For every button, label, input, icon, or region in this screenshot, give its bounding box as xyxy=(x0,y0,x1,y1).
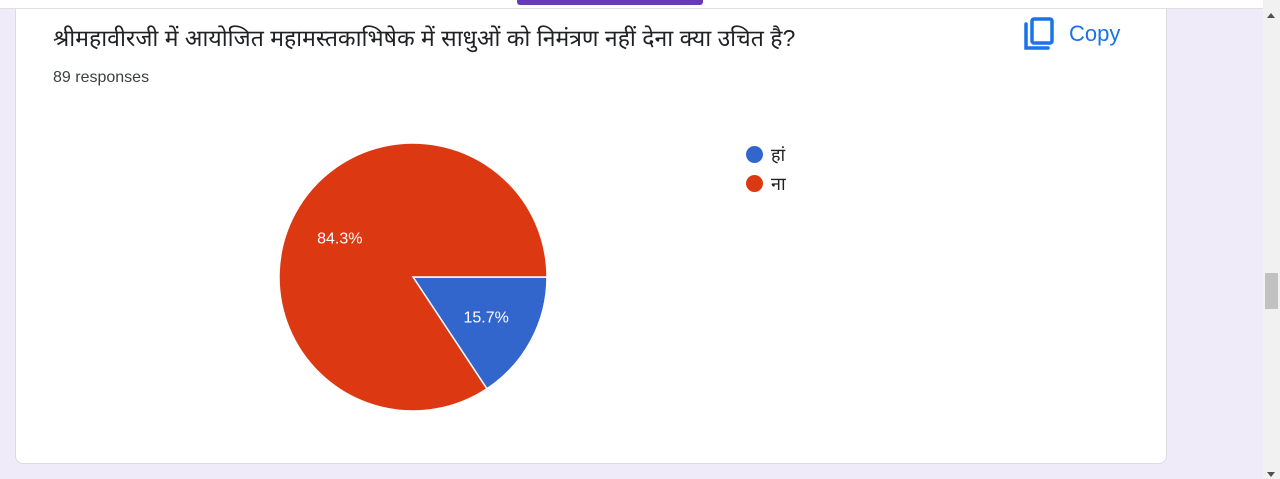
active-tab-indicator xyxy=(517,0,703,5)
response-count: 89 responses xyxy=(53,69,150,86)
vertical-scrollbar[interactable] xyxy=(1263,0,1280,479)
scroll-up-arrow-icon[interactable] xyxy=(1267,13,1275,18)
slice-label: 15.7% xyxy=(463,309,508,326)
legend-label: हां xyxy=(771,144,786,165)
scrollbar-thumb[interactable] xyxy=(1265,273,1278,309)
question-summary-card: श्रीमहावीरजी में आयोजित महामस्तकाभिषेक म… xyxy=(15,9,1167,464)
legend-swatch xyxy=(746,146,763,163)
chart-legend: हां ना xyxy=(746,140,786,198)
legend-swatch xyxy=(746,175,763,192)
question-title: श्रीमहावीरजी में आयोजित महामस्तकाभिषेक म… xyxy=(53,25,796,51)
copy-label: Copy xyxy=(1069,21,1121,46)
pie-chart: 15.7% 84.3% xyxy=(278,142,548,412)
copy-icon xyxy=(1024,17,1054,50)
legend-label: ना xyxy=(771,173,786,194)
slice-label: 84.3% xyxy=(317,231,362,248)
pie-slice xyxy=(278,142,548,412)
pie-slice xyxy=(411,276,548,390)
copy-chart-button[interactable]: Copy xyxy=(1023,17,1120,51)
scroll-down-arrow-icon[interactable] xyxy=(1267,472,1275,477)
legend-item: ना xyxy=(746,169,786,198)
legend-item: हां xyxy=(746,140,786,169)
